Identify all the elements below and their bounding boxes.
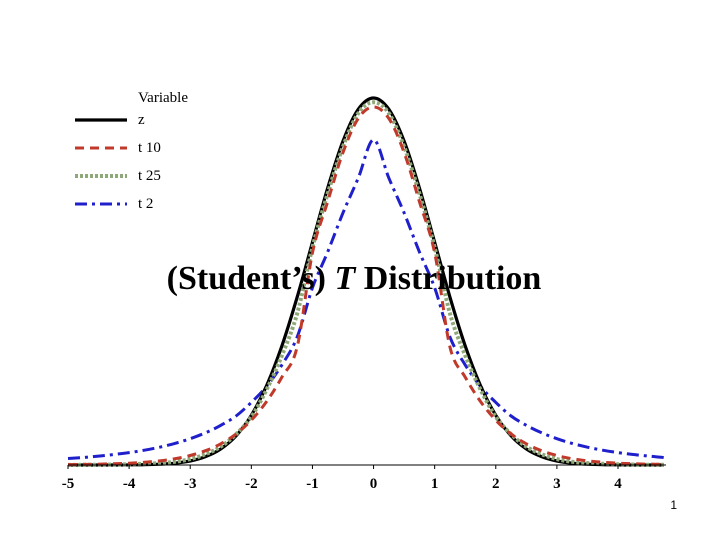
x-tick-label: 1 [431,476,439,492]
x-tick-label: -4 [123,476,136,492]
page-number: 1 [670,498,677,512]
x-tick-label: -2 [245,476,258,492]
x-tick-label: 0 [370,476,378,492]
legend-label: t 2 [138,196,153,212]
x-tick-label: 2 [492,476,500,492]
legend: Variable z t 10 t 25 t 2 [75,90,188,212]
legend-label: z [138,112,145,128]
slide-title: (Student’s) T Distribution [167,260,542,297]
x-tick-label: 3 [553,476,561,492]
x-tick-label: -5 [62,476,75,492]
curve-t-2 [67,138,664,460]
distribution-curves [67,96,664,467]
x-tick-label: -1 [306,476,319,492]
curve-t-10 [67,105,664,467]
legend-title: Variable [138,90,188,106]
x-axis-ticks: -5 -4 -3 -2 -1 0 1 2 3 4 [62,465,622,492]
slide-title-suffix: Distribution [355,260,541,297]
slide-title-italic: T [334,260,356,297]
x-tick-label: -3 [184,476,197,492]
curve-t-25 [67,100,664,467]
curve-z [68,96,664,467]
legend-label: t 25 [138,168,161,184]
legend-label: t 10 [138,140,161,156]
x-tick-label: 4 [614,476,622,492]
slide-title-prefix: (Student’s) [167,260,335,297]
